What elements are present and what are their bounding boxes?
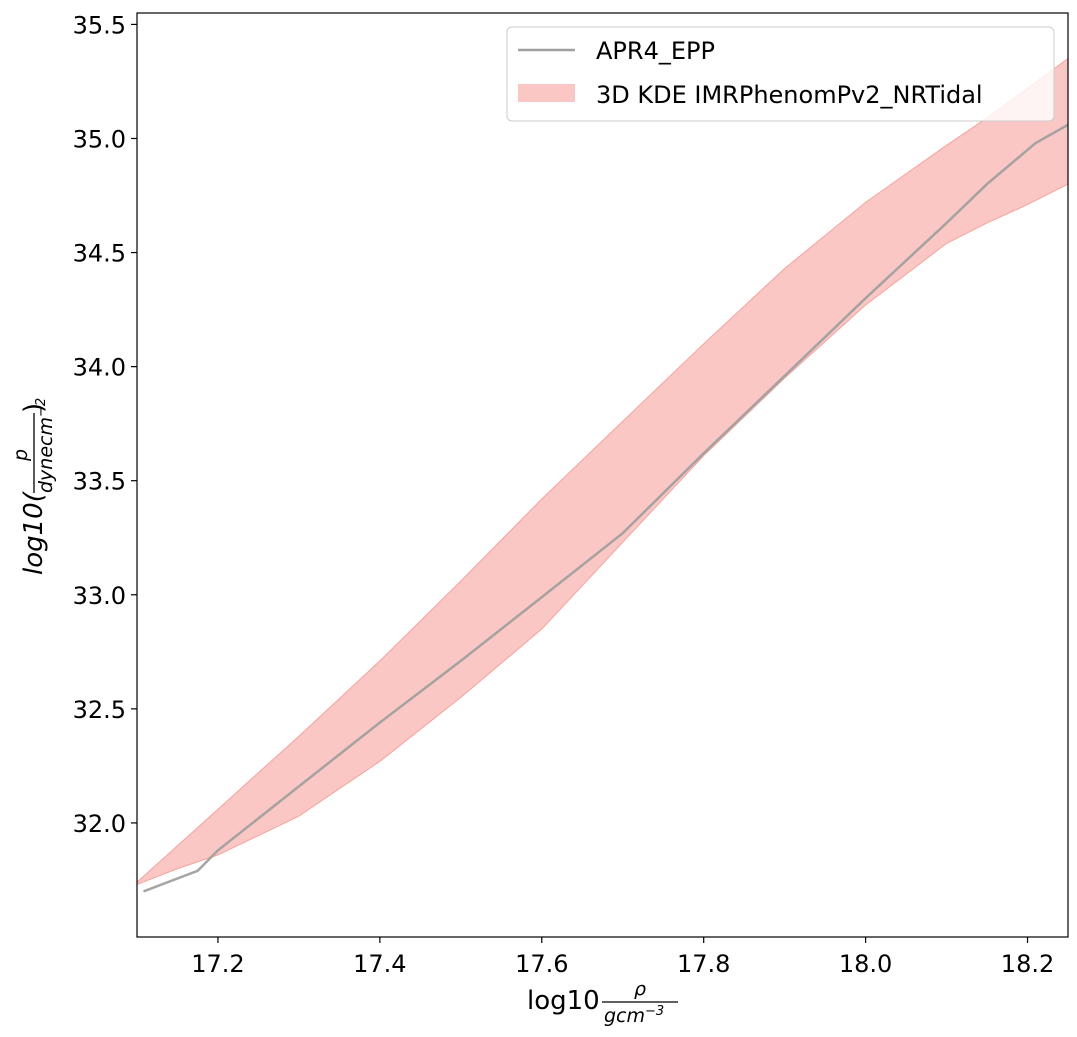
y-label-close: )	[19, 403, 49, 413]
y-tick-label: 35.0	[73, 125, 126, 153]
x-label-denominator: gcm−3	[604, 1004, 664, 1027]
y-tick-label: 34.5	[73, 240, 126, 268]
legend-label-kde-band: 3D KDE IMRPhenomPv2_NRTidal	[596, 81, 983, 109]
x-tick-label: 17.6	[515, 950, 568, 978]
x-tick-label: 17.2	[191, 950, 244, 978]
apr4-epp-line	[143, 123, 1068, 893]
y-tick-label: 33.0	[73, 582, 126, 610]
y-axis: 32.0 32.5 33.0 33.5 34.0 34.5 35.0 35.5	[73, 11, 137, 838]
x-label-den-text: gcm	[604, 1005, 645, 1027]
kde-confidence-band	[137, 57, 1068, 886]
legend-frame	[506, 26, 1055, 122]
plot-area	[137, 57, 1068, 893]
x-label-base: log10	[527, 986, 600, 1016]
x-label-den-exp: −3	[645, 1004, 664, 1019]
y-tick-label: 34.0	[73, 354, 126, 382]
x-axis: 17.2 17.4 17.6 17.8 18.0 18.2	[191, 937, 1054, 978]
x-tick-label: 18.2	[1001, 950, 1054, 978]
y-tick-label: 32.5	[73, 696, 126, 724]
y-label-den-text: dynecm	[35, 417, 57, 493]
y-label-den-exp: −2	[34, 398, 49, 417]
series-group	[137, 57, 1068, 893]
y-label-numerator: p	[10, 449, 32, 462]
legend: APR4_EPP 3D KDE IMRPhenomPv2_NRTidal	[506, 26, 1055, 122]
legend-swatch-kde-band	[518, 84, 575, 102]
y-tick-label: 35.5	[73, 11, 126, 39]
x-tick-label: 17.8	[677, 950, 730, 978]
y-tick-label: 32.0	[73, 810, 126, 838]
axes-frame	[136, 12, 1069, 938]
y-axis-label: log10( p dynecm−2 )	[10, 398, 57, 575]
x-tick-label: 17.4	[353, 950, 406, 978]
x-axis-label: log10 ρ gcm−3	[527, 978, 678, 1027]
y-tick-label: 33.5	[73, 468, 126, 496]
y-label-denominator: dynecm−2	[34, 398, 57, 493]
y-label-base: log10(	[19, 490, 49, 575]
legend-label-apr4-epp: APR4_EPP	[596, 37, 715, 65]
x-label-numerator: ρ	[634, 978, 646, 1000]
x-tick-label: 18.0	[839, 950, 892, 978]
